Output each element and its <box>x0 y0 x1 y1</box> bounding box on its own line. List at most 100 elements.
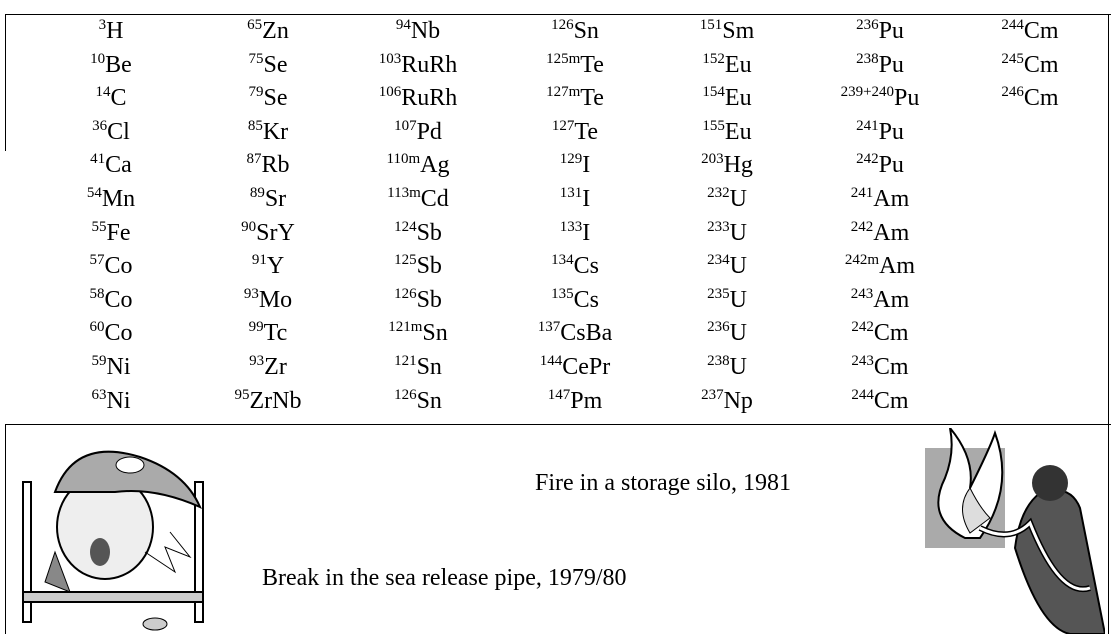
cartoon-firefighter <box>925 428 1105 634</box>
element-symbol: Te <box>580 85 604 112</box>
element-symbol: CePr <box>562 354 611 380</box>
isotope-cell: 94Nb <box>343 18 493 44</box>
element-symbol: Zr <box>264 354 287 380</box>
element-symbol: Cd <box>420 186 449 212</box>
mass-number: 244 <box>851 386 874 403</box>
isotope-cell: 126Sb <box>343 286 493 312</box>
isotope-cell: 236U <box>652 319 802 347</box>
element-symbol: Se <box>263 51 288 78</box>
mass-number: 245 <box>1001 50 1024 67</box>
isotope-cell: 58Co <box>36 286 186 312</box>
isotope-cell: 121Sn <box>343 353 493 380</box>
element-symbol: Mn <box>101 186 136 212</box>
mass-number: 99 <box>248 319 264 336</box>
mass-number: 236 <box>707 319 730 336</box>
mass-number: 242 <box>850 218 874 235</box>
element-symbol: Te <box>574 118 599 145</box>
mass-number: 3 <box>98 17 107 33</box>
isotope-cell: 234U <box>652 252 802 279</box>
isotope-cell: 60Co <box>36 320 186 347</box>
element-symbol: RuRh <box>401 51 458 78</box>
isotope-cell: 232U <box>652 185 802 212</box>
isotope-cell: 135Cs <box>500 285 650 312</box>
element-symbol: RuRh <box>401 85 458 112</box>
mass-number: 57 <box>89 252 105 269</box>
mass-number: 241 <box>856 117 879 134</box>
element-symbol: Co <box>104 320 133 347</box>
element-symbol: Eu <box>724 51 752 78</box>
mass-number: 239+240 <box>840 84 895 101</box>
element-symbol: Sn <box>422 320 448 347</box>
element-symbol: Np <box>723 387 753 414</box>
mass-number: 237 <box>701 386 724 403</box>
isotope-cell: 235U <box>652 286 802 312</box>
mass-number: 242 <box>856 151 879 168</box>
mass-number: 234 <box>707 252 730 269</box>
isotope-cell: 134Cs <box>500 253 650 279</box>
isotope-cell: 99Tc <box>193 319 343 346</box>
element-symbol: Pu <box>894 85 920 112</box>
mass-number: 59 <box>91 353 107 369</box>
element-symbol: Y <box>266 253 285 280</box>
element-symbol: U <box>729 354 747 380</box>
isotope-cell: 137CsBa <box>500 320 650 347</box>
element-symbol: Pu <box>878 118 904 145</box>
mass-number: 238 <box>707 353 730 369</box>
isotope-cell: 239+240Pu <box>805 84 955 112</box>
mass-number: 232 <box>707 185 730 201</box>
mass-number: 36 <box>92 117 108 134</box>
element-symbol: Cl <box>107 118 130 145</box>
element-symbol: H <box>106 18 124 44</box>
mass-number: 87 <box>246 151 262 168</box>
mass-number: 233 <box>707 218 730 235</box>
element-symbol: SrY <box>256 219 295 246</box>
element-symbol: Pm <box>570 387 603 414</box>
isotope-cell: 133I <box>500 219 650 245</box>
element-symbol: Ni <box>106 354 131 380</box>
mass-number: 152 <box>702 50 725 67</box>
isotope-cell: 237Np <box>652 386 802 414</box>
isotope-cell: 63Ni <box>36 387 186 413</box>
isotope-cell: 90SrY <box>193 219 343 246</box>
element-symbol: CsBa <box>560 320 613 347</box>
element-symbol: Fe <box>106 219 131 246</box>
mass-number: 121m <box>388 319 423 336</box>
isotope-cell: 3H <box>36 17 186 44</box>
element-symbol: Am <box>879 253 916 280</box>
mass-number: 129 <box>559 151 583 168</box>
element-symbol: ZrNb <box>249 387 302 414</box>
element-symbol: U <box>729 186 747 212</box>
element-symbol: Sb <box>416 253 442 280</box>
mass-number: 243 <box>851 353 874 369</box>
mass-number: 127m <box>546 84 581 101</box>
element-symbol: Cm <box>1023 85 1059 112</box>
element-symbol: U <box>729 320 747 347</box>
mass-number: 238 <box>856 50 879 67</box>
mass-number: 121 <box>394 353 417 369</box>
element-symbol: Sb <box>416 219 442 246</box>
mass-number: 125m <box>546 50 581 67</box>
isotope-cell: 246Cm <box>955 85 1105 112</box>
isotope-cell: 85Kr <box>193 118 343 145</box>
mass-number: 135 <box>551 285 574 302</box>
isotope-cell: 241Pu <box>805 117 955 145</box>
element-symbol: Sm <box>722 18 755 44</box>
mass-number: 103 <box>378 50 402 67</box>
element-symbol: Am <box>873 219 910 246</box>
mass-number: 244 <box>1001 17 1024 33</box>
isotope-cell: 124Sb <box>343 219 493 246</box>
element-symbol: Kr <box>262 118 289 145</box>
element-symbol: U <box>729 219 747 246</box>
element-symbol: Zn <box>262 18 289 44</box>
element-symbol: Pu <box>878 152 904 179</box>
border <box>5 424 6 634</box>
mass-number: 147 <box>547 386 571 403</box>
mass-number: 106 <box>378 84 402 101</box>
mass-number: 127 <box>551 117 575 134</box>
isotope-cell: 242mAm <box>805 253 955 280</box>
isotope-cell: 59Ni <box>36 353 186 380</box>
isotope-cell: 233U <box>652 218 802 246</box>
element-symbol: Am <box>873 186 910 212</box>
isotope-cell: 10Be <box>36 51 186 77</box>
mass-number: 126 <box>394 386 417 403</box>
